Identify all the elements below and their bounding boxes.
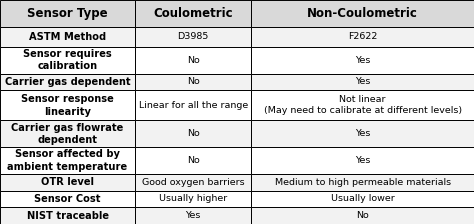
Bar bbox=[0, 27, 135, 47]
Bar bbox=[0, 207, 135, 224]
Text: D3985: D3985 bbox=[177, 32, 209, 41]
Bar bbox=[251, 191, 474, 207]
Text: Sensor requires
calibration: Sensor requires calibration bbox=[23, 49, 112, 71]
Bar bbox=[0, 120, 135, 147]
Bar bbox=[251, 27, 474, 47]
Bar bbox=[135, 147, 251, 174]
Text: Linear for all the range: Linear for all the range bbox=[138, 101, 248, 110]
Bar bbox=[135, 207, 251, 224]
Text: NIST traceable: NIST traceable bbox=[27, 211, 109, 221]
Text: Usually higher: Usually higher bbox=[159, 194, 227, 203]
Text: No: No bbox=[187, 78, 200, 86]
Bar bbox=[0, 174, 135, 191]
Text: Usually lower: Usually lower bbox=[331, 194, 394, 203]
Bar bbox=[251, 207, 474, 224]
Bar bbox=[0, 147, 135, 174]
Text: Coulometric: Coulometric bbox=[154, 7, 233, 20]
Text: Carrier gas flowrate
dependent: Carrier gas flowrate dependent bbox=[11, 123, 124, 145]
Text: Carrier gas dependent: Carrier gas dependent bbox=[5, 77, 130, 87]
Text: Yes: Yes bbox=[355, 78, 370, 86]
Bar bbox=[0, 73, 135, 90]
Text: Sensor Cost: Sensor Cost bbox=[34, 194, 101, 204]
Bar bbox=[135, 174, 251, 191]
Bar bbox=[251, 174, 474, 191]
Bar bbox=[251, 73, 474, 90]
Bar bbox=[135, 0, 251, 27]
Text: F2622: F2622 bbox=[348, 32, 377, 41]
Bar bbox=[0, 90, 135, 120]
Bar bbox=[251, 90, 474, 120]
Text: Not linear
(May need to calibrate at different levels): Not linear (May need to calibrate at dif… bbox=[264, 95, 462, 115]
Bar bbox=[135, 73, 251, 90]
Bar bbox=[135, 27, 251, 47]
Text: No: No bbox=[356, 211, 369, 220]
Bar bbox=[0, 0, 135, 27]
Text: Sensor response
linearity: Sensor response linearity bbox=[21, 94, 114, 116]
Bar bbox=[0, 47, 135, 73]
Bar bbox=[251, 147, 474, 174]
Text: Yes: Yes bbox=[185, 211, 201, 220]
Bar bbox=[251, 47, 474, 73]
Bar bbox=[135, 47, 251, 73]
Bar bbox=[251, 0, 474, 27]
Text: Sensor affected by
ambient temperature: Sensor affected by ambient temperature bbox=[8, 149, 128, 172]
Bar bbox=[0, 191, 135, 207]
Text: Yes: Yes bbox=[355, 129, 370, 138]
Text: Sensor Type: Sensor Type bbox=[27, 7, 108, 20]
Text: OTR level: OTR level bbox=[41, 177, 94, 187]
Text: Yes: Yes bbox=[355, 56, 370, 65]
Text: No: No bbox=[187, 56, 200, 65]
Bar bbox=[135, 191, 251, 207]
Bar bbox=[251, 120, 474, 147]
Text: Good oxygen barriers: Good oxygen barriers bbox=[142, 178, 245, 187]
Bar bbox=[135, 90, 251, 120]
Text: ASTM Method: ASTM Method bbox=[29, 32, 106, 42]
Text: Non-Coulometric: Non-Coulometric bbox=[307, 7, 418, 20]
Text: Yes: Yes bbox=[355, 156, 370, 165]
Text: No: No bbox=[187, 156, 200, 165]
Bar bbox=[135, 120, 251, 147]
Text: Medium to high permeable materials: Medium to high permeable materials bbox=[274, 178, 451, 187]
Text: No: No bbox=[187, 129, 200, 138]
